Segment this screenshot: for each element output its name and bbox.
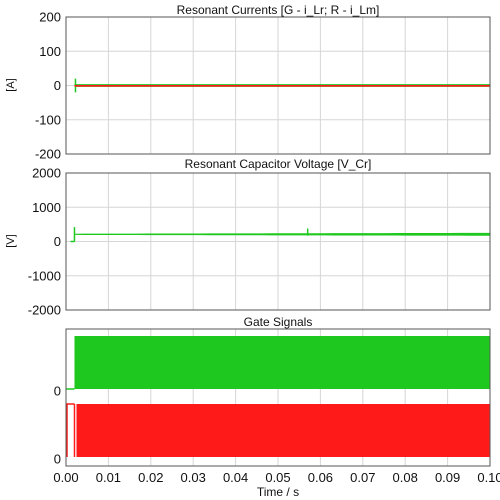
panel-1-series	[74, 78, 490, 93]
x-tick-label: 0.07	[350, 470, 375, 485]
y-tick-label: 0	[54, 384, 61, 399]
panel-2-yticks: 2000 1000 0 -1000 -2000	[28, 166, 61, 318]
y-tick-label: 100	[39, 44, 61, 59]
panel-2-ylabel: [V]	[5, 234, 17, 247]
y-tick-label: -200	[35, 147, 61, 162]
panel-1-title: Resonant Currents [G - i_Lr; R - i_Lm]	[177, 3, 380, 17]
x-tick-label: 0.02	[138, 470, 163, 485]
y-tick-label: 0	[54, 234, 61, 249]
x-tick-label: 0.00	[53, 470, 78, 485]
x-tick-label: 0.04	[223, 470, 248, 485]
y-tick-label: -1000	[28, 268, 61, 283]
panel-resonant-currents: Resonant Currents [G - i_Lr; R - i_Lm] […	[5, 3, 491, 162]
panel-2-series	[70, 227, 490, 243]
x-tick-label: 0.08	[393, 470, 418, 485]
panel-3-title: Gate Signals	[244, 315, 313, 329]
y-tick-label: -100	[35, 112, 61, 127]
panel-capacitor-voltage: Resonant Capacitor Voltage [V_Cr] [V] 20…	[5, 157, 491, 318]
panel-1-ylabel: [A]	[5, 78, 17, 91]
panel-gate-signals: Gate Signals 00	[54, 315, 491, 467]
x-tick-label: 0.09	[435, 470, 460, 485]
x-axis-ticks: 0.00 0.01 0.02 0.03 0.04 0.05 0.06 0.07 0.08 0.09…	[53, 470, 500, 485]
x-tick-label: 0.06	[308, 470, 333, 485]
panel-3-series	[66, 336, 490, 457]
x-tick-label: 0.03	[181, 470, 206, 485]
panel-2-frame	[65, 172, 491, 311]
y-tick-label: 1000	[32, 200, 61, 215]
y-tick-label: 0	[54, 452, 61, 467]
y-tick-label: 200	[39, 10, 61, 25]
series-band-green	[74, 232, 490, 236]
gate-1-pulses	[74, 336, 490, 389]
panel-2-title: Resonant Capacitor Voltage [V_Cr]	[185, 157, 372, 171]
x-tick-label: 0.10	[477, 470, 500, 485]
panel-1-yticks: 200 100 0 -100 -200	[35, 10, 61, 162]
panel-1-frame	[65, 16, 491, 155]
gate-2-pulses	[76, 404, 490, 457]
panel-2-grid	[66, 173, 490, 310]
panel-3-yticks: 00	[54, 384, 61, 467]
panel-3-frame	[65, 328, 491, 467]
y-tick-label: 0	[54, 78, 61, 93]
y-tick-label: 2000	[32, 166, 61, 181]
x-tick-label: 0.01	[96, 470, 121, 485]
x-tick-label: 0.05	[265, 470, 290, 485]
x-axis-label: Time / s	[257, 485, 299, 499]
y-tick-label: -2000	[28, 303, 61, 318]
